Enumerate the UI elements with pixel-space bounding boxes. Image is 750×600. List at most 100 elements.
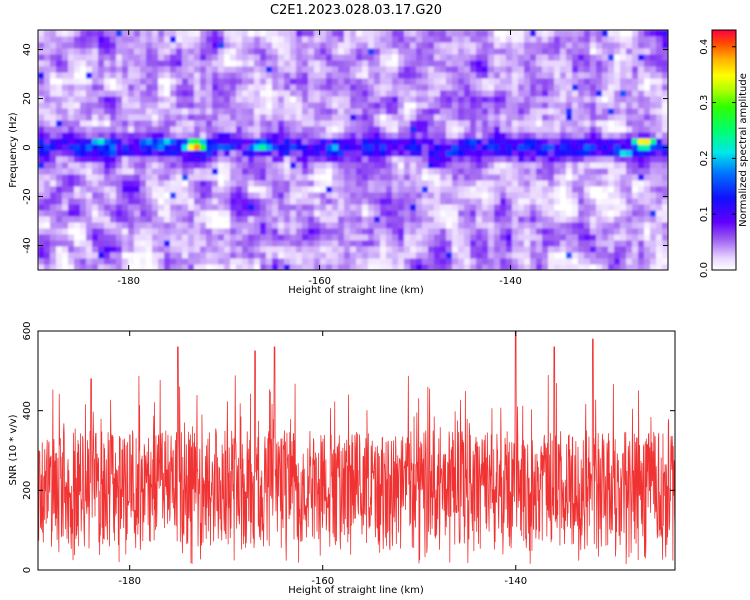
heatmap-cell (632, 258, 639, 265)
heatmap-cell (200, 78, 207, 85)
heatmap-cell (80, 108, 87, 115)
heatmap-cell (200, 174, 207, 181)
heatmap-cell (338, 114, 345, 121)
heatmap-cell (404, 186, 411, 193)
heatmap-cell (218, 126, 225, 133)
heatmap-cell (344, 156, 351, 163)
heatmap-cell (590, 72, 597, 79)
heatmap-cell (254, 210, 261, 217)
heatmap-cell (218, 42, 225, 49)
heatmap-cell (278, 84, 285, 91)
heatmap-cell (98, 54, 105, 61)
heatmap-cell (392, 30, 399, 37)
heatmap-cell (338, 258, 345, 265)
heatmap-cell (428, 162, 435, 169)
heatmap-cell (158, 66, 165, 73)
heatmap-cell (362, 108, 369, 115)
heatmap-cell (392, 258, 399, 265)
heatmap-cell (242, 54, 249, 61)
heatmap-cell (350, 96, 357, 103)
heatmap-cell (578, 168, 585, 175)
heatmap-cell (56, 108, 63, 115)
heatmap-cell (386, 144, 393, 151)
heatmap-cell (44, 60, 51, 67)
heatmap-cell (326, 138, 333, 145)
heatmap-cell (368, 48, 375, 55)
heatmap-cell (74, 72, 81, 79)
heatmap-cell (662, 192, 668, 199)
heatmap-cell (386, 252, 393, 259)
heatmap-cell (608, 168, 615, 175)
heatmap-cell (464, 42, 471, 49)
heatmap-cell (404, 66, 411, 73)
heatmap-cell (278, 252, 285, 259)
heatmap-cell (206, 168, 213, 175)
heatmap-cell (272, 204, 279, 211)
heatmap-cell (338, 78, 345, 85)
heatmap-cell (536, 222, 543, 229)
heatmap-cell (176, 234, 183, 241)
heatmap-cell (596, 246, 603, 253)
heatmap-cell (560, 120, 567, 127)
heatmap-cell (578, 162, 585, 169)
heatmap-cell (446, 96, 453, 103)
heatmap-cell (254, 102, 261, 109)
heatmap-cell (602, 42, 609, 49)
heatmap-cell (578, 198, 585, 205)
heatmap-cell (86, 264, 93, 270)
heatmap-cell (446, 168, 453, 175)
heatmap-cell (626, 96, 633, 103)
heatmap-cell (554, 144, 561, 151)
heatmap-cell (122, 198, 129, 205)
heatmap-cell (428, 186, 435, 193)
heatmap-cell (368, 180, 375, 187)
heatmap-cell (608, 66, 615, 73)
heatmap-cell (434, 138, 441, 145)
heatmap-cell (560, 66, 567, 73)
heatmap-cell (260, 192, 267, 199)
heatmap-cell (212, 204, 219, 211)
heatmap-cell (218, 228, 225, 235)
heatmap-cell (260, 150, 267, 157)
heatmap-cell (488, 150, 495, 157)
heatmap-cell (620, 264, 627, 270)
heatmap-cell (272, 210, 279, 217)
heatmap-cell (380, 174, 387, 181)
heatmap-cell (254, 252, 261, 259)
heatmap-cell (182, 162, 189, 169)
heatmap-cell (380, 186, 387, 193)
heatmap-cell (68, 66, 75, 73)
heatmap-cell (386, 30, 393, 37)
heatmap-cell (440, 162, 447, 169)
heatmap-cell (392, 252, 399, 259)
heatmap-cell (620, 126, 627, 133)
heatmap-cell (218, 246, 225, 253)
heatmap-cell (392, 180, 399, 187)
heatmap-cell (458, 36, 465, 43)
heatmap-cell (74, 138, 81, 145)
heatmap-cell (446, 240, 453, 247)
heatmap-cell (602, 192, 609, 199)
heatmap-cell (362, 192, 369, 199)
heatmap-cell (416, 102, 423, 109)
heatmap-cell (152, 126, 159, 133)
heatmap-cell (266, 60, 273, 67)
heatmap-cell (650, 258, 657, 265)
heatmap-cell (422, 30, 429, 37)
heatmap-cell (422, 132, 429, 139)
heatmap-cell (362, 198, 369, 205)
heatmap-cell (242, 144, 249, 151)
heatmap-cell (110, 72, 117, 79)
heatmap-cell (458, 180, 465, 187)
heatmap-cell (116, 36, 123, 43)
heatmap-cell (518, 264, 525, 270)
heatmap-cell (278, 210, 285, 217)
heatmap-cell (422, 222, 429, 229)
heatmap-cell (542, 228, 549, 235)
heatmap-cell (512, 228, 519, 235)
heatmap-cell (482, 174, 489, 181)
heatmap-cell (104, 204, 111, 211)
heatmap-cell (452, 252, 459, 259)
heatmap-cell (152, 108, 159, 115)
heatmap-cell (176, 198, 183, 205)
